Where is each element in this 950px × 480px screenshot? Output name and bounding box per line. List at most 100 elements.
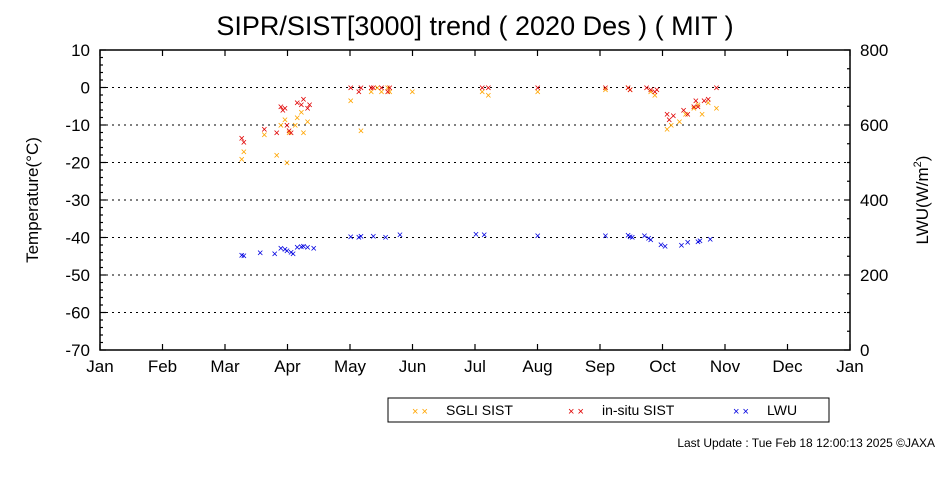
data-point: × — [387, 83, 393, 95]
data-point: × — [294, 242, 300, 254]
data-point: × — [627, 231, 633, 243]
data-point: × — [370, 83, 376, 95]
data-point: × — [239, 250, 245, 262]
data-point: × — [356, 86, 362, 98]
data-point: × — [358, 83, 364, 95]
data-point: × — [647, 86, 653, 98]
chart-title: SIPR/SIST[3000] trend ( 2020 Des ) ( MIT… — [216, 11, 733, 41]
data-point: × — [370, 231, 376, 243]
data-point: × — [705, 94, 711, 106]
legend-marker: × × — [568, 406, 584, 418]
data-point: × — [534, 230, 540, 242]
data-point: × — [701, 96, 707, 108]
legend-label: in-situ SIST — [602, 402, 675, 418]
data-point: × — [292, 120, 298, 132]
data-point: × — [641, 231, 647, 243]
data-point: × — [284, 120, 290, 132]
x-tick-label: Aug — [522, 357, 552, 376]
data-point: × — [678, 240, 684, 252]
y2-tick-label: 400 — [860, 191, 888, 210]
x-tick-label: Nov — [710, 357, 741, 376]
data-point: × — [387, 86, 393, 98]
data-point: × — [284, 158, 290, 170]
x-tick-label: Feb — [148, 357, 177, 376]
data-point: × — [294, 98, 300, 110]
data-point: × — [705, 98, 711, 110]
data-point: × — [278, 243, 284, 255]
data-point: × — [368, 86, 374, 98]
data-point: × — [304, 242, 310, 254]
data-point: × — [682, 109, 688, 121]
data-point: × — [368, 83, 374, 95]
x-tick-label: Jan — [836, 357, 863, 376]
data-point: × — [306, 99, 312, 111]
data-point: × — [670, 111, 676, 123]
data-point: × — [300, 94, 306, 106]
data-point: × — [485, 90, 491, 102]
points-layer: ×××××××××××××××× ×× ×× × × × × × ×× ×××× ×× ×××× ×××… — [239, 83, 720, 263]
data-point: × — [409, 86, 415, 98]
data-point: × — [713, 83, 719, 95]
data-point: × — [627, 84, 633, 96]
series-0: ×××××××××××××××× ×× ×× × × × × × ×× ×××× ×× ×××× × — [239, 83, 720, 170]
data-point: × — [347, 83, 353, 95]
data-point: × — [481, 230, 487, 242]
y-axis-label: Temperature(°C) — [23, 137, 42, 263]
data-point: × — [652, 86, 658, 98]
y2-axis-label-base: LWU(W/m — [913, 167, 932, 244]
data-point: × — [645, 233, 651, 245]
data-point: × — [378, 83, 384, 95]
data-point: × — [273, 150, 279, 162]
data-point: × — [643, 83, 649, 95]
data-point: × — [271, 248, 277, 260]
x-tick-label: Jun — [399, 357, 426, 376]
data-point: × — [282, 103, 288, 115]
y-tick-label: 10 — [71, 41, 90, 60]
last-update-text: Last Update : Tue Feb 18 12:00:13 2025 ©… — [677, 436, 935, 450]
data-point: × — [652, 90, 658, 102]
data-point: × — [278, 101, 284, 113]
legend: × × SGLI SIST × × in-situ SIST × × LWU — [387, 397, 830, 423]
data-point: × — [602, 231, 608, 243]
y2-axis-label-end: ) — [913, 156, 932, 162]
data-point: × — [629, 232, 635, 244]
data-point: × — [534, 86, 540, 98]
x-tick-label: Oct — [649, 357, 676, 376]
y2-tick-label: 800 — [860, 41, 888, 60]
data-point: × — [684, 109, 690, 121]
data-point: × — [691, 103, 697, 115]
y-tick-label: -60 — [65, 304, 90, 323]
data-point: × — [534, 83, 540, 95]
data-point: × — [261, 129, 267, 141]
data-point: × — [602, 83, 608, 95]
data-point: × — [384, 86, 390, 98]
data-point: × — [668, 120, 674, 132]
data-point: × — [298, 242, 304, 254]
y2-axis-label-sup: 2 — [912, 161, 924, 167]
data-point: × — [304, 116, 310, 128]
data-point: × — [241, 251, 247, 263]
legend-box — [387, 397, 830, 423]
data-point: × — [273, 128, 279, 140]
x-tick-label: May — [334, 357, 367, 376]
data-point: × — [384, 83, 390, 95]
data-point: × — [699, 109, 705, 121]
x-tick-label: Mar — [210, 357, 240, 376]
y2-axis-label: LWU(W/m2) — [912, 156, 932, 245]
data-point: × — [288, 247, 294, 259]
data-point: × — [310, 243, 316, 255]
left-y-axis: 10 0 -10 -20 -30 -40 -50 -60 -70 — [65, 41, 106, 360]
data-point: × — [627, 84, 633, 96]
data-point: × — [298, 99, 304, 111]
data-point: × — [676, 116, 682, 128]
data-point: × — [695, 99, 701, 111]
series-2: ×× × × ××××××××× ×× ×× × × × × × × × ××× ××× ×× × × ×× × — [239, 229, 714, 263]
data-point: × — [358, 126, 364, 138]
data-point: × — [602, 84, 608, 96]
data-point: × — [282, 244, 288, 256]
data-point: × — [485, 83, 491, 95]
data-point: × — [691, 101, 697, 113]
y-tick-label: -50 — [65, 266, 90, 285]
y-tick-label: -40 — [65, 229, 90, 248]
